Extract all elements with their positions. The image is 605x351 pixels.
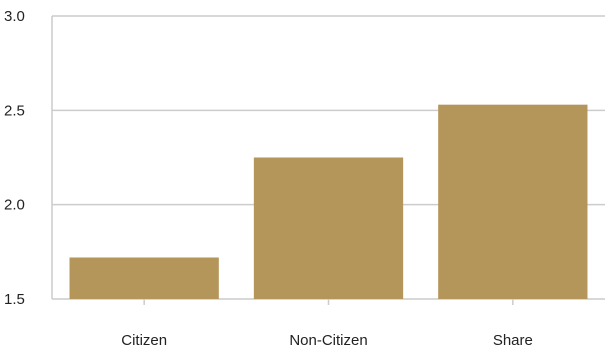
y-tick-label: 2.0	[4, 197, 25, 214]
axes	[51, 16, 514, 305]
bars	[69, 104, 588, 299]
bar-non-citizen	[253, 157, 404, 299]
y-tick-label: 2.5	[4, 102, 25, 119]
x-tick-label: Non-Citizen	[289, 332, 367, 349]
x-tick-label: Share	[493, 332, 533, 349]
bar-citizen	[69, 257, 219, 299]
y-tick-label: 3.0	[4, 8, 25, 25]
x-tick-label: Citizen	[121, 332, 167, 349]
tick-labels: 1.5 2.0 2.5 3.0 Citizen Non-Citizen Share	[4, 8, 533, 349]
bar-share	[438, 104, 588, 299]
y-tick-label: 1.5	[4, 291, 25, 308]
